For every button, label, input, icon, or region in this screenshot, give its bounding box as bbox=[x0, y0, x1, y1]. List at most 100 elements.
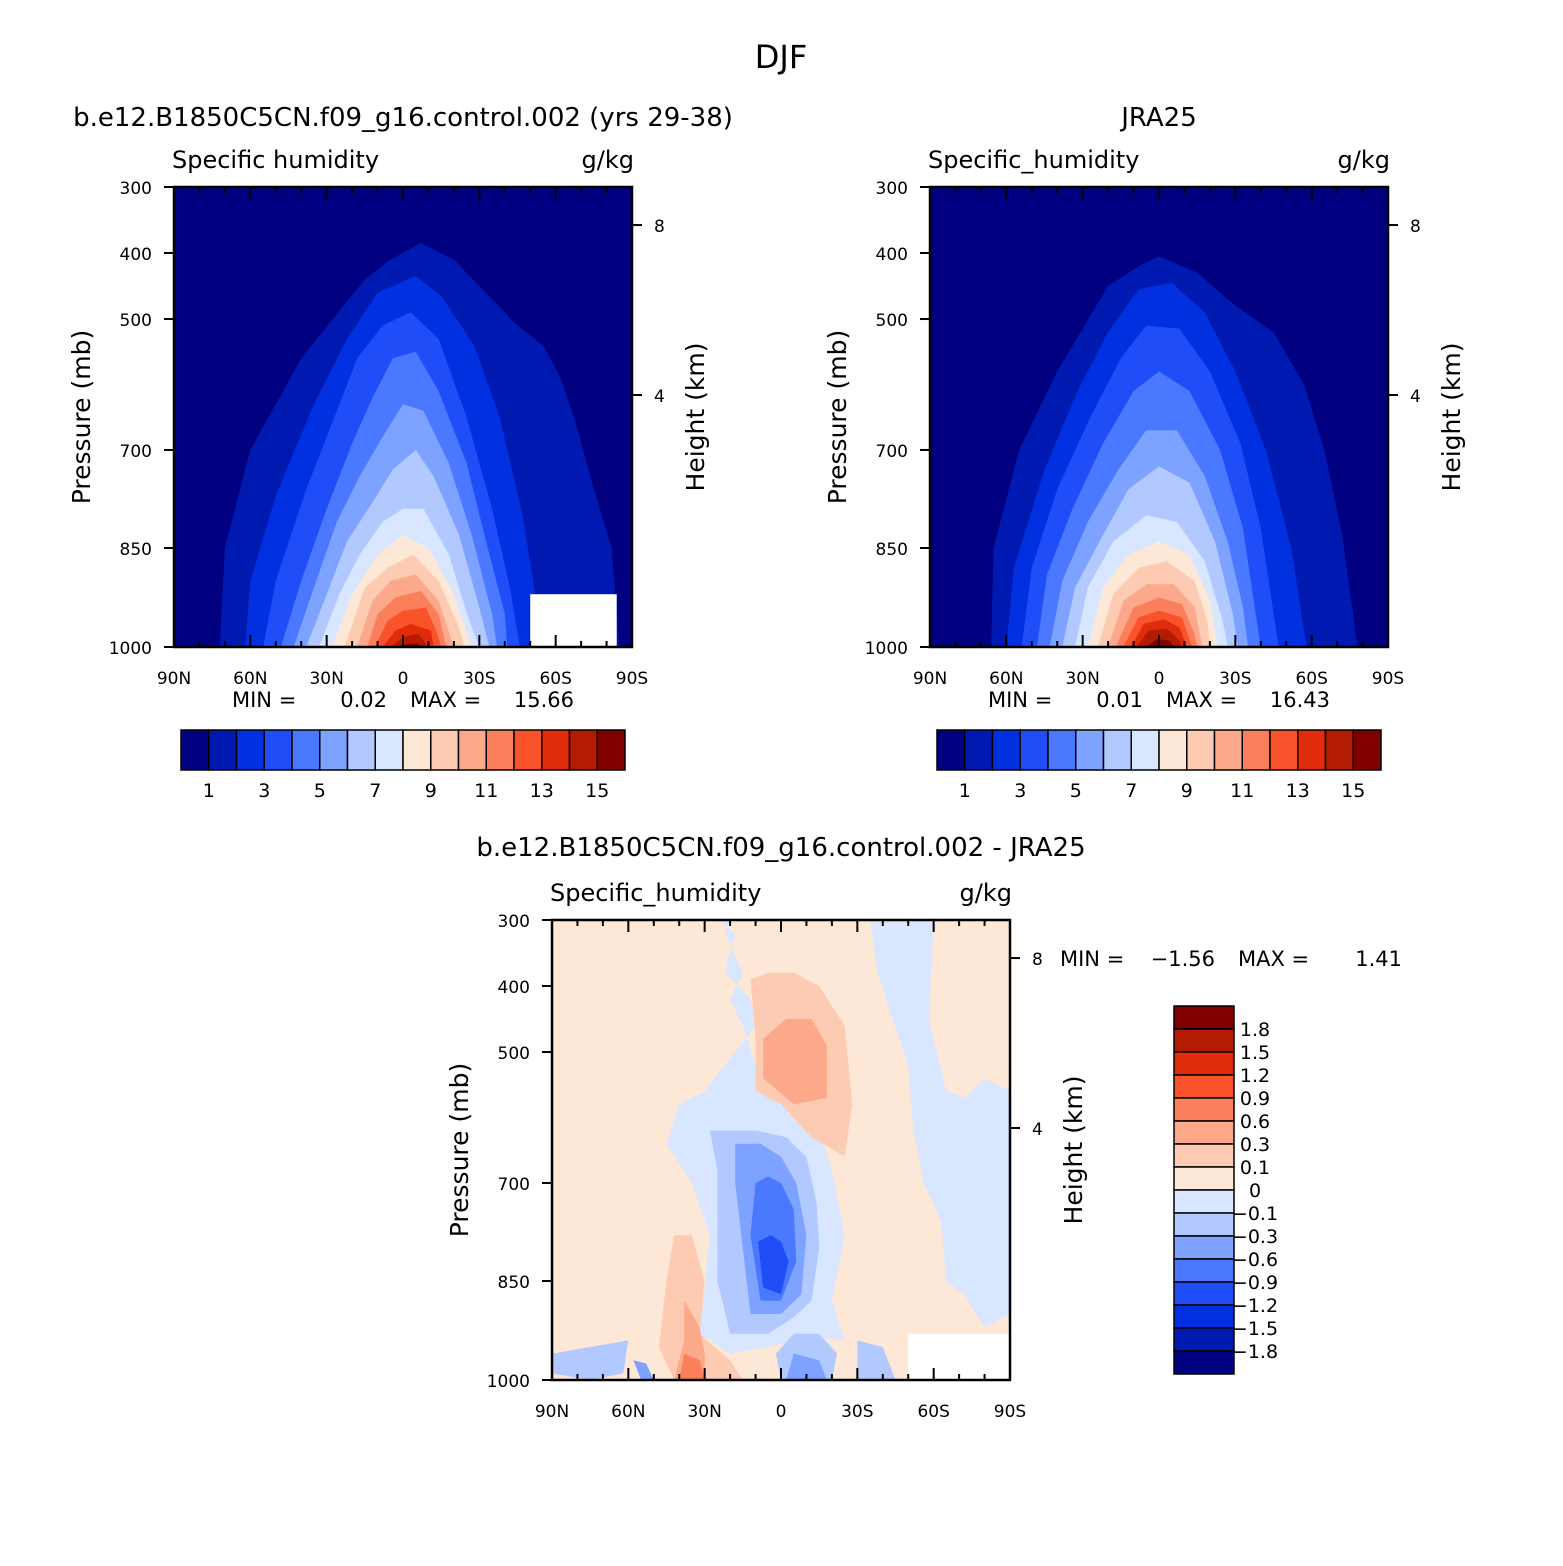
colorbar-box bbox=[457, 729, 487, 771]
colorbar-box bbox=[1213, 729, 1243, 771]
y-tick-label: 850 bbox=[498, 1273, 530, 1293]
colorbar-box bbox=[1352, 729, 1382, 771]
colorbar-box bbox=[374, 729, 404, 771]
colorbar-label: 0.1 bbox=[1240, 1157, 1270, 1179]
x-tick-label: 60N bbox=[233, 669, 267, 689]
colorbar-box bbox=[263, 729, 293, 771]
colorbar-box bbox=[235, 729, 265, 771]
panel-title: b.e12.B1850C5CN.f09_g16.control.002 (yrs… bbox=[73, 103, 733, 133]
y2-tick-label: 8 bbox=[1410, 217, 1421, 237]
subtitle-right: g/kg bbox=[1338, 146, 1390, 174]
anomaly-region-11 bbox=[679, 1353, 705, 1380]
y-axis-label: Pressure (mb) bbox=[445, 1063, 474, 1237]
y-tick-label: 400 bbox=[120, 245, 152, 265]
figure-title: DJF bbox=[755, 38, 807, 76]
y-tick-label: 850 bbox=[876, 540, 908, 560]
plot-area bbox=[174, 187, 632, 647]
colorbar bbox=[180, 729, 626, 771]
colorbar-label: 5 bbox=[1070, 780, 1082, 802]
colorbar-label: 0.6 bbox=[1240, 1111, 1270, 1133]
colorbar-box bbox=[1173, 1189, 1235, 1214]
max-label: MAX = bbox=[1166, 688, 1237, 712]
colorbar-box bbox=[1173, 1304, 1235, 1329]
min-label: MIN = bbox=[232, 688, 296, 712]
x-tick-label: 60N bbox=[989, 669, 1023, 689]
colorbar-label: 9 bbox=[425, 780, 437, 802]
colorbar-label: 1 bbox=[959, 780, 971, 802]
min-value: 0.01 bbox=[1096, 688, 1143, 712]
y-axis-label: Pressure (mb) bbox=[823, 330, 852, 504]
x-tick-label: 30N bbox=[309, 669, 343, 689]
anomaly-region-15 bbox=[786, 1353, 827, 1380]
colorbar-box bbox=[1241, 729, 1271, 771]
colorbar-label: 13 bbox=[1286, 780, 1310, 802]
colorbar-box bbox=[1173, 1028, 1235, 1053]
colorbar-label: 11 bbox=[1230, 780, 1254, 802]
colorbar-box bbox=[1158, 729, 1188, 771]
subtitle-left: Specific_humidity bbox=[550, 879, 761, 907]
y-tick-label: 850 bbox=[120, 540, 152, 560]
colorbar-box bbox=[1130, 729, 1160, 771]
y-tick-label: 500 bbox=[876, 311, 908, 331]
plot-area bbox=[552, 920, 1010, 1380]
colorbar-label: 15 bbox=[585, 780, 609, 802]
y-tick-label: 400 bbox=[876, 245, 908, 265]
anomaly-region-2 bbox=[870, 920, 1010, 1328]
x-tick-label: 0 bbox=[1154, 669, 1165, 689]
colorbar-label: −0.1 bbox=[1232, 1203, 1278, 1225]
colorbar-box bbox=[319, 729, 349, 771]
colorbar-label: 5 bbox=[314, 780, 326, 802]
colorbar-box bbox=[208, 729, 238, 771]
colorbar-box bbox=[1075, 729, 1105, 771]
plot-area bbox=[930, 187, 1388, 647]
colorbar-label: 1.8 bbox=[1240, 1019, 1270, 1041]
subtitle-right: g/kg bbox=[582, 146, 634, 174]
colorbar-label: −0.6 bbox=[1232, 1249, 1278, 1271]
colorbar-label: 0.9 bbox=[1240, 1088, 1270, 1110]
colorbar-box bbox=[1173, 1235, 1235, 1260]
colorbar-box bbox=[1324, 729, 1354, 771]
colorbar-box bbox=[402, 729, 432, 771]
y-tick-label: 700 bbox=[498, 1175, 530, 1195]
x-tick-label: 90S bbox=[994, 1402, 1026, 1422]
colorbar-label: −0.3 bbox=[1232, 1226, 1278, 1248]
colorbar-box bbox=[1269, 729, 1299, 771]
colorbar-label: 1 bbox=[203, 780, 215, 802]
x-tick-label: 90N bbox=[913, 669, 947, 689]
colorbar-label: −1.2 bbox=[1232, 1295, 1278, 1317]
y-tick-label: 300 bbox=[498, 912, 530, 932]
anomaly-region-13 bbox=[633, 1360, 654, 1380]
colorbar-label: 9 bbox=[1181, 780, 1193, 802]
x-tick-label: 0 bbox=[398, 669, 409, 689]
x-tick-label: 60S bbox=[539, 669, 571, 689]
panel-1 bbox=[164, 185, 642, 649]
y-tick-label: 700 bbox=[876, 442, 908, 462]
anomaly-region-6 bbox=[758, 1235, 789, 1295]
colorbar-label: 13 bbox=[530, 780, 554, 802]
colorbar-box bbox=[513, 729, 543, 771]
y2-axis-label: Height (km) bbox=[681, 343, 710, 492]
x-tick-label: 30N bbox=[687, 1402, 721, 1422]
y-tick-label: 1000 bbox=[487, 1372, 530, 1392]
x-tick-label: 90N bbox=[157, 669, 191, 689]
y-tick-label: 400 bbox=[498, 978, 530, 998]
x-tick-label: 90N bbox=[535, 1402, 569, 1422]
x-tick-label: 30N bbox=[1065, 669, 1099, 689]
colorbar-box bbox=[541, 729, 571, 771]
x-tick-label: 90S bbox=[616, 669, 648, 689]
colorbar-box bbox=[596, 729, 626, 771]
colorbar-box bbox=[568, 729, 598, 771]
y-axis-label: Pressure (mb) bbox=[67, 330, 96, 504]
colorbar-box bbox=[1173, 1327, 1235, 1352]
colorbar-box bbox=[964, 729, 994, 771]
colorbar-label: 3 bbox=[258, 780, 270, 802]
colorbar-box bbox=[1173, 1350, 1235, 1375]
colorbar-box bbox=[180, 729, 210, 771]
colorbar-label: −0.9 bbox=[1232, 1272, 1278, 1294]
colorbar-box bbox=[346, 729, 376, 771]
colorbar-box bbox=[291, 729, 321, 771]
y2-tick-label: 4 bbox=[1032, 1120, 1043, 1140]
x-tick-label: 60S bbox=[917, 1402, 949, 1422]
colorbar-box bbox=[1102, 729, 1132, 771]
